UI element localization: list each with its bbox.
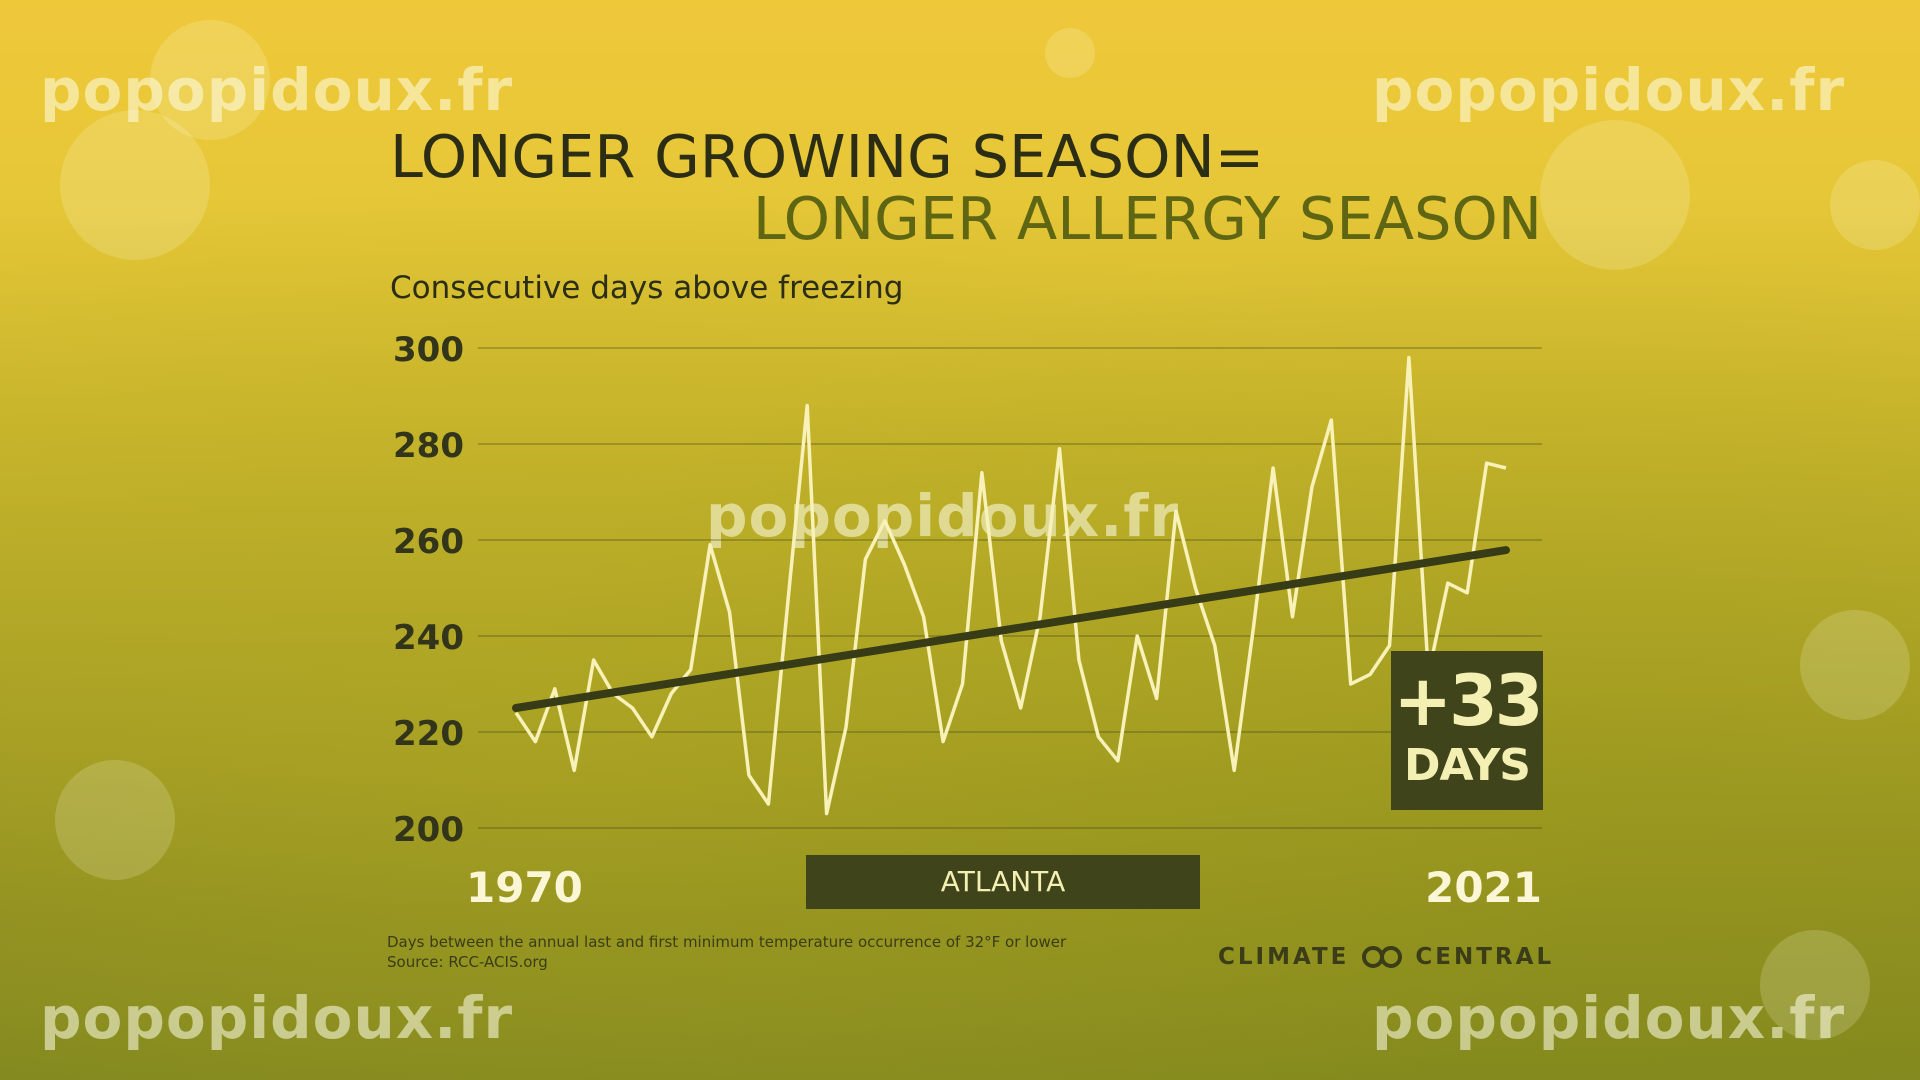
y-tick-label: 200 — [393, 810, 464, 850]
y-tick-label: 260 — [393, 522, 464, 562]
rings-logo-icon — [1362, 946, 1403, 968]
bokeh-circle — [55, 760, 175, 880]
chart-subtitle: Consecutive days above freezing — [390, 270, 904, 306]
y-tick-label: 280 — [393, 426, 464, 466]
watermark-top-left: popopidoux.fr — [40, 56, 514, 124]
bokeh-circle — [1045, 28, 1095, 78]
trend-line — [512, 546, 1510, 712]
climate-central-logo: CLIMATE CENTRAL — [1218, 944, 1554, 970]
watermark-bottom-right: popopidoux.fr — [1372, 984, 1846, 1052]
bokeh-circle — [1760, 930, 1870, 1040]
bokeh-circle — [60, 110, 210, 260]
y-tick-label: 300 — [393, 330, 464, 370]
bokeh-circle — [1830, 160, 1920, 250]
change-badge: +33 DAYS — [1391, 651, 1544, 810]
watermark-center: popopidoux.fr — [706, 482, 1180, 550]
change-unit: DAYS — [1404, 740, 1531, 791]
y-tick-label: 220 — [393, 714, 464, 754]
chart-title-line2: LONGER ALLERGY SEASON — [752, 184, 1542, 253]
footnote-source: Source: RCC-ACIS.org — [387, 953, 548, 971]
watermark-bottom-left: popopidoux.fr — [40, 984, 514, 1052]
footnote: Days between the annual last and first m… — [387, 932, 1066, 972]
logo-text-right: CENTRAL — [1415, 944, 1555, 970]
bokeh-circle — [1540, 120, 1690, 270]
bokeh-circle — [1800, 610, 1910, 720]
bokeh-circle — [150, 20, 270, 140]
change-value: +33 — [1393, 660, 1543, 742]
watermark-top-right: popopidoux.fr — [1372, 56, 1846, 124]
y-tick-label: 240 — [393, 618, 464, 658]
x-tick-label: 1970 — [466, 863, 583, 912]
footnote-definition: Days between the annual last and first m… — [387, 933, 1067, 951]
city-label: ATLANTA — [806, 855, 1200, 909]
x-tick-label: 2021 — [1425, 863, 1542, 912]
series-line — [514, 355, 1507, 816]
chart-title-line1: LONGER GROWING SEASON= — [390, 122, 1265, 191]
logo-text-left: CLIMATE — [1218, 944, 1350, 970]
